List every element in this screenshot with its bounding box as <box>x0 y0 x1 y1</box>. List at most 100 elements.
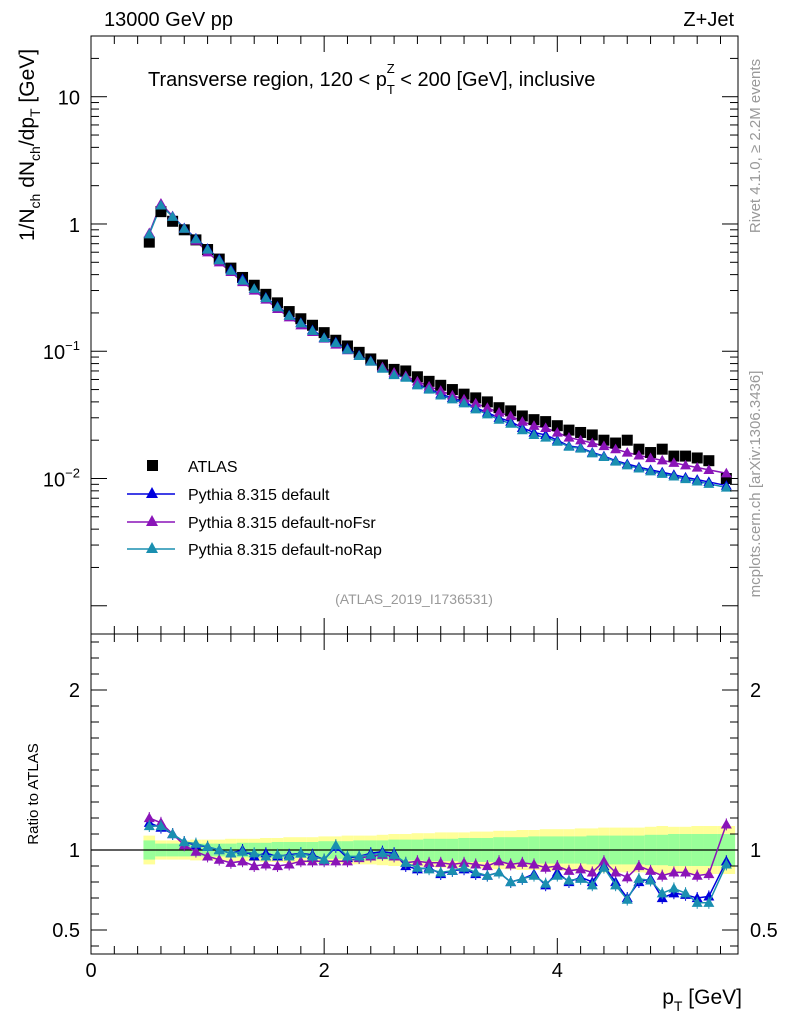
ratio-point-noRap <box>668 882 680 893</box>
main-point-noRap <box>376 363 388 373</box>
main-ytick-label: 10 <box>58 88 80 110</box>
main-point-atlas <box>446 384 458 396</box>
main-point-noRap <box>400 372 412 382</box>
main-point-noFsr <box>551 426 563 437</box>
ratio-point-noRap <box>178 836 190 847</box>
ratio-point-noRap <box>505 876 517 887</box>
main-point-noRap <box>411 379 423 390</box>
main-point-atlas <box>680 450 692 462</box>
ratio-point-noRap <box>516 873 528 883</box>
rivet-label: Rivet 4.1.0, ≥ 2.2M events <box>747 59 764 233</box>
main-point-atlas <box>691 452 703 464</box>
main-point-noRap <box>563 441 575 451</box>
ratio-point-noRap <box>528 870 540 880</box>
main-point-noRap <box>248 283 260 293</box>
ratio-point-noRap <box>703 897 715 907</box>
ratio-point-noRap <box>598 862 610 872</box>
legend-label-default: Pythia 8.315 default <box>188 487 330 504</box>
main-point-noRap <box>295 317 307 328</box>
main-ytick-label: 1 <box>69 215 80 237</box>
ratio-point-noRap <box>610 879 622 890</box>
main-point-noRap <box>365 356 377 366</box>
main-point-noRap <box>388 369 400 380</box>
ratio-ylabel: Ratio to ATLAS <box>25 743 42 844</box>
ratio-point-noFsr <box>610 866 622 877</box>
main-point-noRap <box>610 456 622 466</box>
ratio-xtick-label: 0 <box>85 960 96 982</box>
ratio-xtick-label: 4 <box>552 960 563 982</box>
ratio-point-noFsr <box>680 866 692 877</box>
ratio-point-noFsr <box>272 860 284 871</box>
ratio-point-noRap <box>575 873 587 883</box>
ratio-point-noRap <box>720 858 732 869</box>
ratio-point-noFsr <box>528 858 540 869</box>
ratio-point-noRap <box>540 878 552 888</box>
x-axis-label: pT [GeV] <box>662 986 742 1014</box>
ratio-point-noFsr <box>237 855 249 866</box>
ratio-point-noRap <box>621 894 633 904</box>
main-point-noRap <box>575 443 587 453</box>
legend-marker-default <box>146 487 158 498</box>
main-point-atlas <box>610 437 622 449</box>
ratio-point-noRap <box>563 874 575 885</box>
main-point-noRap <box>633 462 645 473</box>
ratio-point-noFsr <box>645 865 657 875</box>
ratio-point-noRap <box>481 870 493 880</box>
main-point-noRap <box>586 447 598 458</box>
main-point-noRap <box>528 429 540 440</box>
main-point-noRap <box>551 436 563 446</box>
main-point-noFsr <box>528 420 540 430</box>
main-point-noRap <box>341 344 353 354</box>
main-point-noRap <box>330 337 342 348</box>
main-point-atlas <box>703 455 715 467</box>
ratio-point-noRap <box>353 850 365 861</box>
main-point-noRap <box>190 233 202 244</box>
ratio-point-noRap <box>260 850 272 861</box>
ratio-point-noFsr <box>540 862 552 872</box>
ratio-point-noRap <box>470 866 482 877</box>
ratio-point-noRap <box>400 857 412 867</box>
ratio-point-noFsr <box>691 870 703 880</box>
main-point-noFsr <box>540 422 552 432</box>
ratio-point-noFsr <box>446 858 458 869</box>
ratio-point-noRap <box>213 844 225 855</box>
ratio-point-noRap <box>237 846 249 856</box>
ratio-point-noFsr <box>470 858 482 869</box>
legend: ATLAS Pythia 8.315 default Pythia 8.315 … <box>127 459 382 559</box>
main-point-noRap <box>656 468 668 478</box>
ratio-point-noFsr <box>551 860 563 871</box>
legend-label-atlas: ATLAS <box>188 459 238 476</box>
ratio-point-noFsr <box>225 857 237 867</box>
ratio-ytick-label-right: 2 <box>750 680 761 702</box>
ratio-point-noRap <box>458 862 470 872</box>
ratio-point-noRap <box>365 849 377 859</box>
ratio-point-noFsr <box>202 850 214 861</box>
ratio-ytick-label: 1 <box>69 840 80 862</box>
main-point-atlas <box>516 410 528 422</box>
main-point-atlas <box>155 206 167 218</box>
main-point-noFsr <box>703 464 715 474</box>
main-point-noFsr <box>668 457 680 467</box>
plot-title: Transverse region, 120 < pTZ < 200 [GeV]… <box>148 61 595 97</box>
ratio-point-noFsr <box>575 863 587 874</box>
main-point-noRap <box>272 301 284 312</box>
ratio-point-noRap <box>330 839 342 850</box>
main-point-noFsr <box>493 407 505 417</box>
ratio-point-noRap <box>306 850 318 861</box>
ratio-point-noFsr <box>481 860 493 871</box>
ratio-point-noFsr <box>720 818 732 829</box>
main-point-noRap <box>167 211 179 221</box>
legend-label-norap: Pythia 8.315 default-noRap <box>188 542 382 559</box>
ratio-point-noRap <box>680 887 692 898</box>
ratio-point-noFsr <box>586 866 598 877</box>
main-point-noRap <box>470 403 482 414</box>
ratio-point-noFsr <box>435 857 447 867</box>
main-point-atlas <box>540 416 552 428</box>
main-point-noFsr <box>645 452 657 463</box>
main-point-noRap <box>446 393 458 404</box>
main-point-noFsr <box>505 410 517 421</box>
ratio-point-noRap <box>283 850 295 861</box>
main-point-noFsr <box>680 459 692 470</box>
main-point-noFsr <box>691 462 703 472</box>
